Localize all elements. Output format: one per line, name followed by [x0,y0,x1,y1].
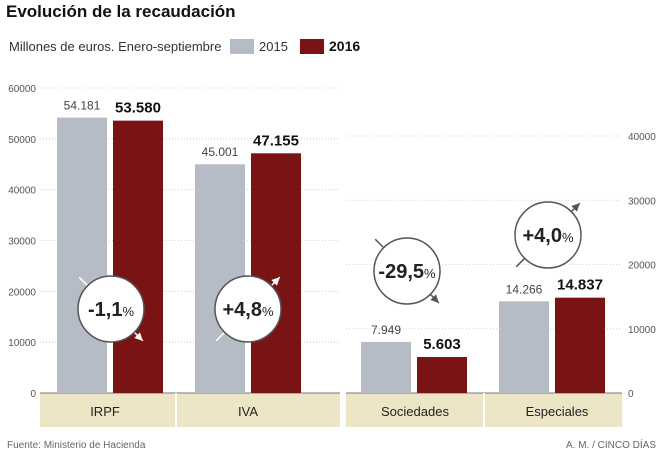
credit-note: A. M. / CINCO DÍAS [565,440,656,451]
change-label: +4,8% [222,299,273,321]
data-label-iva-2016: 47.155 [253,132,299,149]
bar-irpf-2016 [113,120,163,393]
bar-iva-2016 [251,153,301,393]
legend-label-2015: 2015 [259,39,288,54]
y-tick-label: 0 [30,389,36,400]
change-circle [214,275,282,343]
y-tick-label: 10000 [628,325,656,336]
legend-swatch-2016 [300,39,324,54]
change-indicator-iva: +4,8% [214,275,282,343]
data-label-irpf-2016: 53.580 [115,100,161,117]
y-tick-label: 20000 [628,261,656,272]
change-arrow-head [430,294,439,303]
y-tick-label: 30000 [8,237,36,248]
y-tick-label: 30000 [628,196,656,207]
chart-subtitle: Millones de euros. Enero-septiembre [9,39,222,54]
bar-especiales-2016 [555,297,605,393]
change-label: -1,1% [88,299,134,321]
change-arrow-head [571,203,580,212]
bar-irpf-2015 [57,117,107,393]
legend-label-2016: 2016 [329,38,361,54]
bar-sociedades-2015 [361,341,411,393]
change-arrow-head [271,277,280,286]
y-tick-label: 0 [628,389,634,400]
data-label-especiales-2015: 14.266 [506,282,543,296]
y-tick-label: 20000 [8,287,36,298]
data-label-especiales-2016: 14.837 [557,277,603,294]
change-label: -29,5% [378,261,436,283]
y-tick-label: 60000 [8,84,36,95]
data-label-irpf-2015: 54.181 [64,99,101,113]
chart-title: Evolución de la recaudación [6,2,236,21]
category-label-irpf: IRPF [90,404,120,419]
change-arrow-head [134,332,143,341]
change-indicator-especiales: +4,0% [514,201,582,269]
y-tick-label: 10000 [8,338,36,349]
data-label-sociedades-2015: 7.949 [371,323,401,337]
category-label-iva: IVA [238,404,258,419]
change-circle [514,201,582,269]
change-label: +4,0% [522,225,573,247]
data-label-sociedades-2016: 5.603 [423,336,461,353]
category-label-especiales: Especiales [526,404,589,419]
change-indicator-sociedades: -29,5% [373,237,441,305]
y-tick-label: 50000 [8,135,36,146]
bar-sociedades-2016 [417,357,467,393]
change-circle [373,237,441,305]
bar-especiales-2015 [499,301,549,393]
change-circle [77,275,145,343]
category-band [40,393,340,427]
legend-swatch-2015 [230,39,254,54]
category-label-sociedades: Sociedades [381,404,449,419]
y-tick-label: 40000 [8,186,36,197]
change-indicator-irpf: -1,1% [77,275,145,343]
source-note: Fuente: Ministerio de Hacienda [7,440,146,451]
y-tick-label: 40000 [628,132,656,143]
data-label-iva-2015: 45.001 [202,145,239,159]
